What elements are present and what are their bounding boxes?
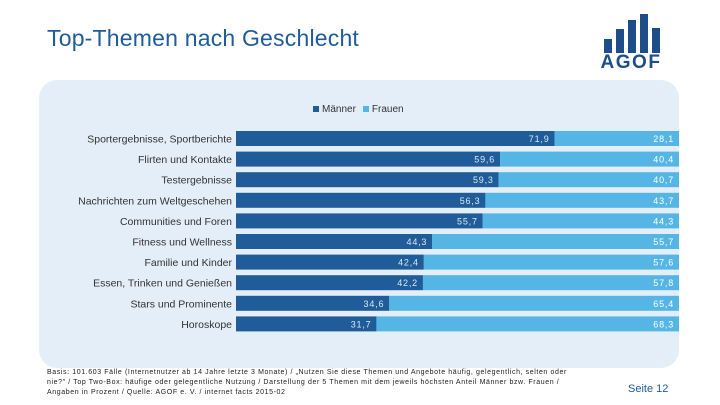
category-label-1: Sportergebnisse, Sportberichte <box>87 134 232 146</box>
legend-item-frauen: Frauen <box>362 103 404 115</box>
value-label-maenner-3: 59,3 <box>473 175 494 185</box>
value-label-maenner-2: 59,6 <box>474 155 495 165</box>
bar-maenner-2 <box>236 151 501 167</box>
category-label-3: Testergebnisse <box>161 175 232 187</box>
value-label-frauen-8: 57,8 <box>653 278 674 288</box>
category-label-4: Nachrichten zum Weltgeschehen <box>78 195 232 207</box>
value-label-frauen-2: 40,4 <box>653 155 674 165</box>
category-label-8: Essen, Trinken und Genießen <box>93 278 232 290</box>
category-label-6: Fitness und Wellness <box>132 237 232 249</box>
bar-maenner-6 <box>236 234 433 249</box>
category-label-9: Stars und Prominente <box>130 298 232 310</box>
value-label-frauen-5: 44,3 <box>653 216 674 226</box>
bar-maenner-5 <box>236 213 483 229</box>
bar-frauen-3 <box>498 172 679 188</box>
page-number: Seite 12 <box>628 383 669 395</box>
bar-frauen-6 <box>432 234 679 249</box>
legend-label-frauen: Frauen <box>371 103 404 115</box>
value-label-frauen-3: 40,7 <box>653 175 674 185</box>
category-label-2: Flirten und Kontakte <box>138 154 232 166</box>
agof-logo-text: AGOF <box>600 52 662 73</box>
bar-frauen-5 <box>482 213 679 229</box>
bar-frauen-2 <box>500 151 679 167</box>
bar-maenner-7 <box>236 254 424 270</box>
bar-frauen-9 <box>389 295 679 311</box>
bar-maenner-3 <box>236 172 499 188</box>
bar-frauen-10 <box>376 316 679 332</box>
value-label-frauen-1: 28,1 <box>653 134 674 144</box>
bar-frauen-7 <box>423 254 679 270</box>
value-label-frauen-10: 68,3 <box>653 319 674 329</box>
value-label-maenner-10: 31,7 <box>351 319 372 329</box>
value-label-frauen-9: 65,4 <box>653 299 674 309</box>
value-label-maenner-8: 42,2 <box>397 278 418 288</box>
legend-swatch-frauen <box>362 106 369 112</box>
value-label-maenner-6: 44,3 <box>407 237 428 247</box>
bar-maenner-9 <box>236 295 390 311</box>
source-footnote: Basis: 101.603 Fälle (Internetnutzer ab … <box>47 369 567 396</box>
category-label-10: Horoskope <box>181 319 232 331</box>
value-label-maenner-9: 34,6 <box>364 299 385 309</box>
value-label-frauen-6: 55,7 <box>653 237 674 247</box>
value-label-maenner-1: 71,9 <box>529 134 550 144</box>
value-label-frauen-7: 57,6 <box>653 258 674 268</box>
bar-frauen-4 <box>485 192 679 208</box>
value-label-maenner-4: 56,3 <box>460 196 481 206</box>
bar-maenner-1 <box>236 131 555 146</box>
bar-maenner-8 <box>236 275 423 291</box>
bar-frauen-8 <box>422 275 679 291</box>
bar-maenner-10 <box>236 316 377 332</box>
category-label-5: Communities und Foren <box>120 216 232 228</box>
value-label-maenner-5: 55,7 <box>457 216 478 226</box>
bar-maenner-4 <box>236 192 486 208</box>
value-label-frauen-4: 43,7 <box>653 196 674 206</box>
agof-logo-icon <box>604 14 660 53</box>
legend-label-maenner: Männer <box>322 103 356 115</box>
slide-title: Top-Themen nach Geschlecht <box>47 25 360 51</box>
legend-swatch-maenner <box>313 106 319 112</box>
chart-legend: Männer Frauen <box>313 102 404 116</box>
legend-item-maenner: Männer <box>313 104 356 115</box>
category-label-7: Familie und Kinder <box>144 257 232 269</box>
bar-frauen-1 <box>554 131 679 146</box>
value-label-maenner-7: 42,4 <box>398 258 419 268</box>
